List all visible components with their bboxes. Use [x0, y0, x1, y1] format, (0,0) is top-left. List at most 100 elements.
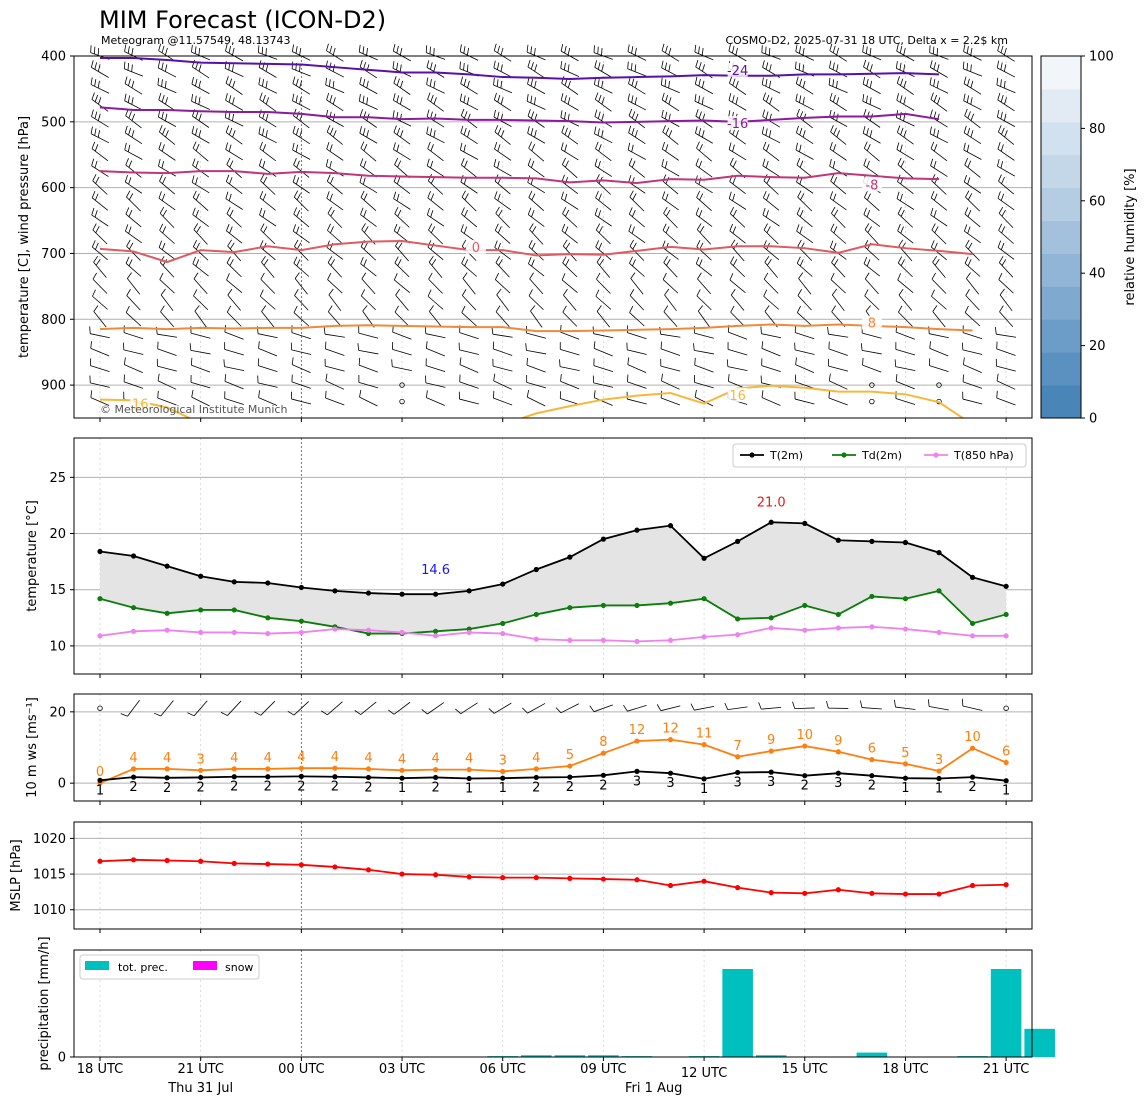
- wind-barb: [661, 92, 680, 112]
- data-point: [500, 620, 506, 627]
- wind-barb: [527, 126, 546, 144]
- gust-data-label: 0: [96, 765, 104, 780]
- wind-barb: [358, 375, 379, 389]
- wind-barb: [325, 77, 345, 94]
- data-point: [701, 878, 707, 884]
- data-point: [198, 629, 204, 636]
- data-point: [130, 605, 137, 611]
- wind-barb: [91, 190, 109, 211]
- wind-barb: [190, 325, 211, 339]
- wind-barb: [227, 239, 242, 262]
- wind-barb: [592, 375, 614, 388]
- wind-barb: [225, 174, 243, 195]
- data-point: [600, 876, 607, 882]
- gust-data-label: 4: [297, 750, 305, 765]
- data-point: [433, 633, 439, 639]
- data-point: [835, 537, 841, 543]
- wind-barb: [596, 255, 611, 278]
- wind-barb: [931, 223, 947, 245]
- wind-barb: [527, 207, 545, 227]
- wind-barb: [662, 125, 679, 145]
- wind-barb: [527, 158, 545, 178]
- isotherm-label: -24: [727, 64, 748, 79]
- wind-barb: [260, 174, 276, 195]
- wind-barb: [828, 373, 848, 390]
- wind-barb: [526, 375, 547, 389]
- wind-barb: [997, 125, 1015, 145]
- data-point: [332, 774, 338, 780]
- wind-barb: [224, 110, 244, 127]
- wind-barb: [291, 391, 312, 405]
- wind-barb: [897, 273, 914, 294]
- mean-data-label: 3: [834, 776, 842, 791]
- wind-barb: [962, 391, 983, 405]
- wind-barb: [997, 142, 1015, 161]
- wind-barb: [360, 289, 376, 311]
- wind-barb: [425, 358, 446, 373]
- data-point: [365, 867, 372, 873]
- wind-barb: [796, 256, 813, 277]
- data-point: [265, 580, 271, 586]
- wind-barb: [829, 92, 847, 112]
- gust-data-label: 5: [901, 746, 909, 761]
- wind-barb: [589, 704, 613, 713]
- wind-barb: [563, 288, 577, 311]
- data-point: [768, 748, 774, 754]
- colorbar-segment: [1041, 352, 1081, 386]
- wind-barb: [395, 288, 409, 311]
- data-point: [567, 763, 573, 769]
- data-point: [768, 769, 774, 775]
- data-point: [130, 628, 137, 634]
- legend-marker: [749, 452, 755, 458]
- data-point: [735, 538, 741, 544]
- mean-data-label: 2: [599, 778, 607, 793]
- wind-barb: [760, 326, 782, 339]
- wind-barb: [391, 359, 412, 372]
- data-point: [869, 890, 875, 896]
- precip-bar: [755, 1055, 787, 1057]
- wind-barb: [964, 305, 981, 327]
- wind-barb: [562, 256, 578, 278]
- wind-barb: [931, 272, 947, 294]
- wind-barb: [158, 92, 176, 112]
- mean-data-label: 1: [398, 781, 406, 796]
- wind-barb: [628, 158, 646, 178]
- wind-barb: [259, 92, 277, 112]
- wind-barb: [929, 358, 949, 373]
- wind-barb: [126, 190, 141, 212]
- wind-barb: [226, 305, 242, 327]
- y-tick-label: 20: [49, 527, 66, 542]
- series-line: [99, 738, 1007, 784]
- wind-barb: [559, 391, 580, 405]
- gust-data-label: 4: [465, 752, 473, 767]
- wind-barb: [764, 255, 778, 278]
- wind-barb: [932, 255, 946, 278]
- location-subtitle: Meteogram @11.57549, 48.13743: [101, 34, 291, 47]
- wind-barb: [126, 239, 141, 261]
- wind-barb: [92, 174, 108, 195]
- wind-barb: [660, 77, 680, 94]
- legend-label: Td(2m): [861, 449, 902, 462]
- data-point: [902, 596, 909, 602]
- gust-data-label: 4: [163, 751, 171, 766]
- x-tick-label: 21 UTC: [983, 1062, 1029, 1077]
- wind-barb: [795, 76, 814, 95]
- data-point: [332, 626, 338, 632]
- data-point: [701, 776, 707, 782]
- isotherm-label: -8: [865, 178, 878, 193]
- wind-barb: [528, 190, 545, 212]
- wind-barb: [897, 157, 914, 179]
- wind-barb: [830, 174, 847, 195]
- wind-barb: [292, 76, 311, 95]
- wind-barb: [696, 223, 712, 245]
- wind-barb: [694, 94, 714, 110]
- wind-barb: [963, 142, 982, 160]
- wind-barb: [127, 272, 141, 295]
- wind-barb: [227, 288, 241, 311]
- wind-barb: [358, 357, 378, 373]
- gust-data-label: 3: [197, 752, 205, 767]
- wind-barb: [261, 255, 275, 278]
- gust-data-label: 4: [364, 751, 372, 766]
- wind-barb: [425, 375, 446, 388]
